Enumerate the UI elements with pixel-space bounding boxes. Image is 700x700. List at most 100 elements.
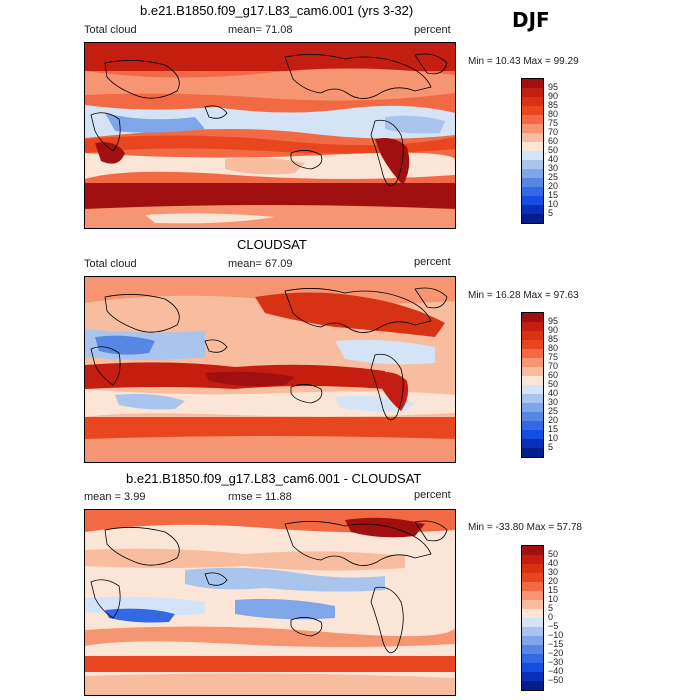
colorbar-tick-label: 50 — [548, 145, 559, 155]
panel-obs-map — [84, 276, 456, 463]
colorbar-tick-label: 15 — [548, 190, 559, 200]
colorbar-cell — [522, 133, 543, 142]
colorbar-cell — [522, 196, 543, 205]
colorbar-cell — [522, 106, 543, 115]
colorbar-tick-label: 30 — [548, 567, 559, 577]
colorbar-tick-label: 10 — [548, 594, 559, 604]
colorbar-tick-label: 75 — [548, 118, 559, 128]
colorbar-tick-label: 95 — [548, 82, 559, 92]
colorbar-cell — [522, 358, 543, 367]
colorbar-cell — [522, 555, 543, 564]
colorbar-tick-label: 25 — [548, 172, 559, 182]
colorbar-tick-label: 85 — [548, 100, 559, 110]
panel-obs-left-label: Total cloud — [84, 258, 137, 270]
colorbar-tick-label: 20 — [548, 181, 559, 191]
colorbar-cell — [522, 331, 543, 340]
colorbar-cell — [522, 394, 543, 403]
colorbar-tick-label: −5 — [548, 621, 559, 631]
colorbar-tick-label: 90 — [548, 325, 559, 335]
colorbar-cell — [522, 430, 543, 439]
colorbar-tick-label: −20 — [548, 648, 564, 658]
colorbar-cell — [522, 600, 543, 609]
colorbar-tick-label: 40 — [548, 154, 559, 164]
colorbar-cell — [522, 654, 543, 663]
colorbar-tick-label: 85 — [548, 334, 559, 344]
colorbar-cell — [522, 214, 543, 223]
colorbar-cell — [522, 412, 543, 421]
panel-model-units-label: percent — [414, 24, 451, 36]
colorbar-cell — [522, 582, 543, 591]
colorbar-cells — [521, 312, 544, 458]
colorbar-cell — [522, 645, 543, 654]
colorbar-tick-label: 0 — [548, 612, 554, 622]
colorbar-cell — [522, 448, 543, 457]
panel-diff-units-label: percent — [414, 489, 451, 501]
colorbar-cell — [522, 672, 543, 681]
colorbar-cell — [522, 376, 543, 385]
colorbar-tick-label: 15 — [548, 585, 559, 595]
colorbar-cell — [522, 609, 543, 618]
colorbar-tick-label: 5 — [548, 208, 554, 218]
colorbar-cell — [522, 340, 543, 349]
panel-obs-minmax: Min = 16.28 Max = 97.63 — [468, 290, 579, 301]
colorbar-tick-label: 5 — [548, 603, 554, 613]
colorbar-cell — [522, 169, 543, 178]
panel-model-field — [85, 43, 455, 228]
colorbar-cell — [522, 187, 543, 196]
colorbar-tick-label: 20 — [548, 415, 559, 425]
colorbar-tick-label: 80 — [548, 109, 559, 119]
panel-obs-mean-label: mean= 67.09 — [228, 258, 293, 270]
colorbar-cell — [522, 151, 543, 160]
colorbar-tick-label: 10 — [548, 199, 559, 209]
panel-diff-rmse-label: rmse = 11.88 — [228, 491, 292, 503]
colorbar-cell — [522, 591, 543, 600]
colorbar-tick-label: 20 — [548, 576, 559, 586]
colorbar-cell — [522, 97, 543, 106]
panel-diff-title: b.e21.B1850.f09_g17.L83_cam6.001 - CLOUD… — [126, 471, 422, 486]
panel-diff-minmax: Min = -33.80 Max = 57.78 — [468, 522, 582, 533]
colorbar-tick-label: −15 — [548, 639, 564, 649]
panel-obs-title: CLOUDSAT — [237, 237, 307, 252]
colorbar-tick-label: 90 — [548, 91, 559, 101]
panel-diff-field — [85, 510, 455, 695]
panel-diff-map — [84, 509, 456, 696]
colorbar-cell — [522, 88, 543, 97]
panel-model-left-label: Total cloud — [84, 24, 137, 36]
panel-obs-field — [85, 277, 455, 462]
colorbar-cell — [522, 421, 543, 430]
colorbar-cell — [522, 564, 543, 573]
colorbar-tick-label: 50 — [548, 549, 559, 559]
colorbar-cell — [522, 79, 543, 88]
colorbar-tick-label: 10 — [548, 433, 559, 443]
colorbar-tick-label: 40 — [548, 388, 559, 398]
colorbar-cell — [522, 573, 543, 582]
colorbar-cell — [522, 663, 543, 672]
colorbar-cell — [522, 124, 543, 133]
colorbar-tick-label: 15 — [548, 424, 559, 434]
colorbar-cell — [522, 546, 543, 555]
colorbar-tick-label: 60 — [548, 370, 559, 380]
colorbar-cell — [522, 385, 543, 394]
colorbar-cell — [522, 160, 543, 169]
colorbar-cell — [522, 115, 543, 124]
colorbar-tick-label: −10 — [548, 630, 564, 640]
colorbar-tick-label: 60 — [548, 136, 559, 146]
colorbar-tick-label: 50 — [548, 379, 559, 389]
colorbar-cell — [522, 403, 543, 412]
colorbar-cell — [522, 313, 543, 322]
colorbar-tick-label: 70 — [548, 127, 559, 137]
colorbar-tick-label: 80 — [548, 343, 559, 353]
season-label: DJF — [512, 8, 550, 32]
colorbar-cell — [522, 142, 543, 151]
panel-obs-units-label: percent — [414, 256, 451, 268]
colorbar-cell — [522, 618, 543, 627]
colorbar-tick-label: 70 — [548, 361, 559, 371]
panel-model-map — [84, 42, 456, 229]
colorbar-tick-label: 75 — [548, 352, 559, 362]
panel-model-title: b.e21.B1850.f09_g17.L83_cam6.001 (yrs 3-… — [140, 3, 414, 18]
colorbar-cell — [522, 178, 543, 187]
panel-model-minmax: Min = 10.43 Max = 99.29 — [468, 56, 579, 67]
colorbar-tick-label: −50 — [548, 675, 564, 685]
colorbar-cell — [522, 636, 543, 645]
colorbar-cell — [522, 322, 543, 331]
